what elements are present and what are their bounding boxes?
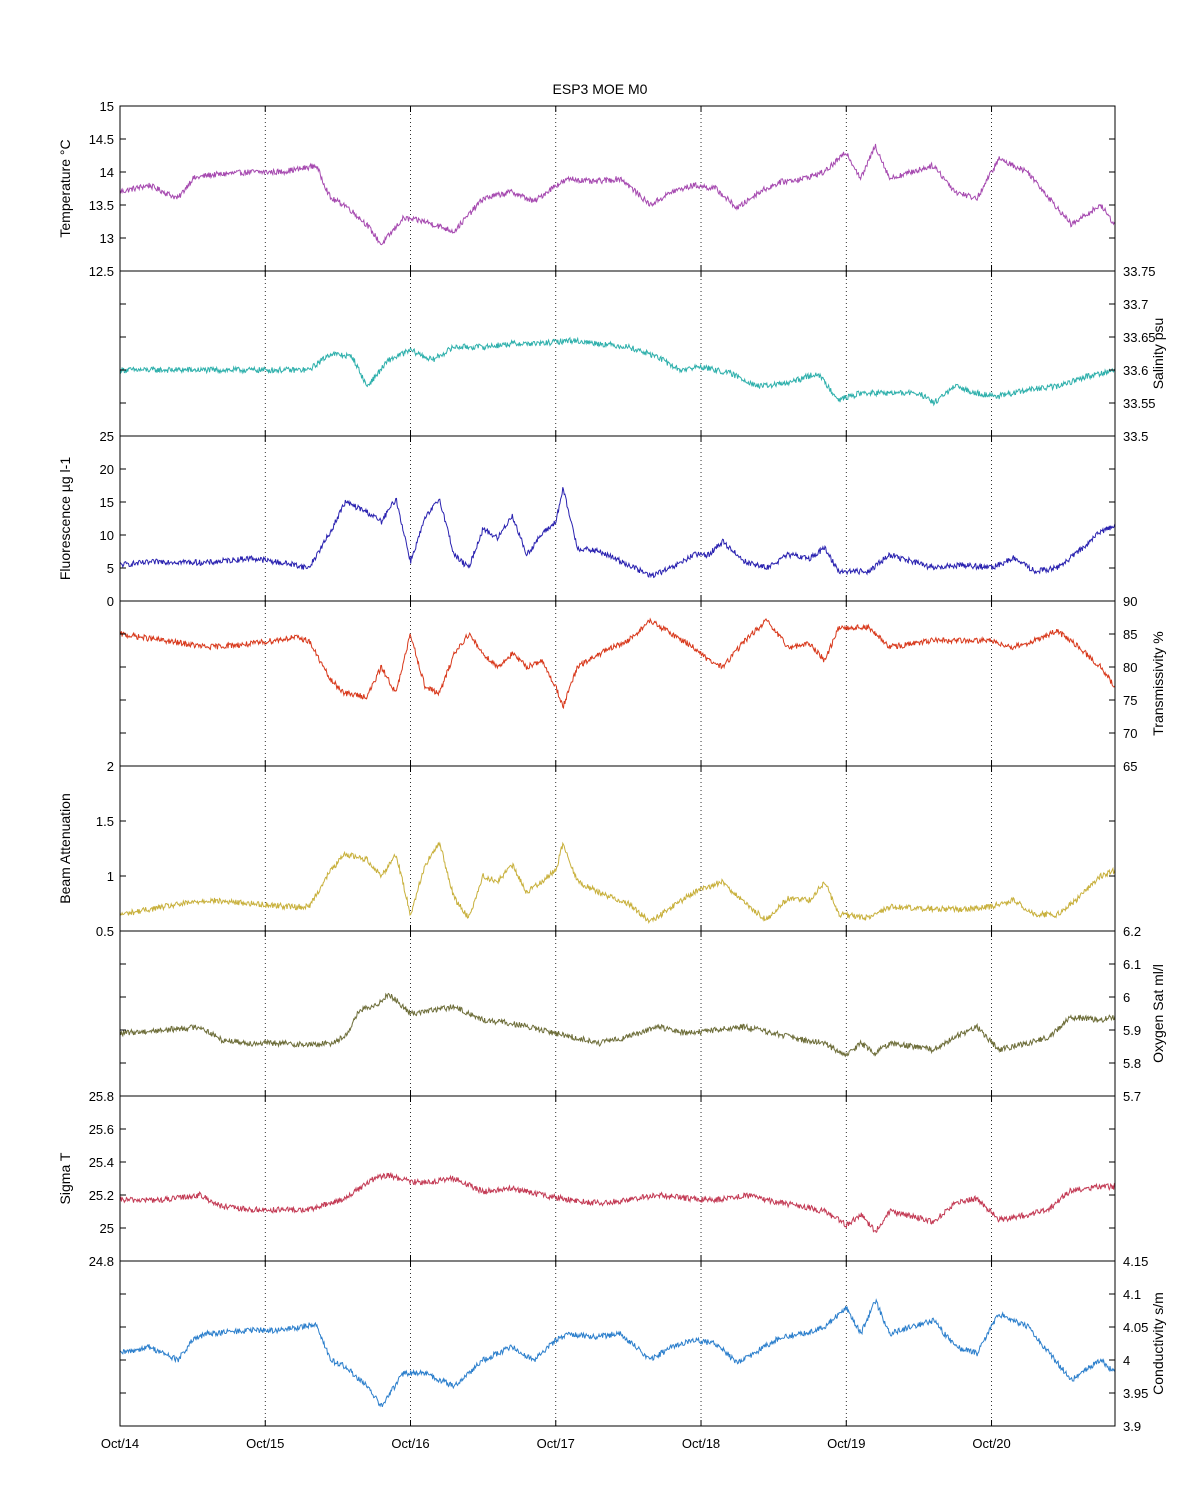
y-tick-label: 33.55 [1123,396,1156,411]
y-tick-label: 85 [1123,627,1137,642]
y-axis-label-salinity: Salinity psu [1150,318,1166,390]
y-tick-label: 14.5 [89,132,114,147]
panel-sigma-t: 24.8 25 25.2 25.4 25.6 25.8 Sigma T [57,1089,1116,1269]
y-tick-label: 24.8 [89,1254,114,1269]
series-line-sigma-t [119,1171,1116,1234]
y-axis-label-beam-attenuation: Beam Attenuation [57,793,73,904]
x-tick-label: Oct/19 [827,1436,865,1451]
panel-salinity: 33.5 33.55 33.6 33.65 33.7 33.75 Salinity psu [119,264,1166,444]
y-tick-label: 33.7 [1123,297,1148,312]
y-tick-label: 13 [100,231,114,246]
y-axis-label-temperature: Temperature °C [57,139,73,237]
y-tick-label: 4.1 [1123,1287,1141,1302]
y-tick-label: 25 [100,1221,114,1236]
y-tick-label: 25 [100,429,114,444]
y-axis-label-transmissivity: Transmissivity % [1150,631,1166,736]
y-tick-label: 4 [1123,1353,1130,1368]
series-line-transmissivity [119,617,1116,710]
panel-beam-attenuation: 0.5 1 1.5 2 Beam Attenuation [57,759,1116,939]
y-tick-label: 25.6 [89,1122,114,1137]
y-tick-label: 0.5 [96,924,114,939]
y-tick-label: 5 [107,561,114,576]
y-tick-label: 90 [1123,594,1137,609]
y-tick-label: 70 [1123,726,1137,741]
series-line-beam-attenuation [119,841,1116,925]
y-tick-label: 4.15 [1123,1254,1148,1269]
y-tick-label: 5.7 [1123,1089,1141,1104]
y-tick-label: 2 [107,759,114,774]
x-tick-labels: Oct/14 Oct/15 Oct/16 Oct/17 Oct/18 Oct/19 Oct/… [101,1436,1011,1451]
panel-transmissivity: 65 70 75 80 85 90 Transmissivity % [119,594,1166,774]
x-tick-label: Oct/16 [391,1436,429,1451]
y-tick-label: 3.95 [1123,1386,1148,1401]
y-tick-label: 25.2 [89,1188,114,1203]
y-tick-label: 5.9 [1123,1023,1141,1038]
panel-frame [119,270,1116,437]
y-axis-label-conductivity: Conductivity s/m [1150,1292,1166,1395]
y-tick-label: 10 [100,528,114,543]
y-tick-label: 14 [100,165,114,180]
panel-frame [119,105,1116,272]
y-tick-label: 33.6 [1123,363,1148,378]
panel-oxygen: 5.7 5.8 5.9 6 6.1 6.2 Oxygen Sat ml/l [119,924,1166,1104]
x-tick-label: Oct/15 [246,1436,284,1451]
panel-frame [119,435,1116,602]
y-tick-label: 6.1 [1123,957,1141,972]
y-tick-label: 6.2 [1123,924,1141,939]
x-tick-label: Oct/17 [537,1436,575,1451]
y-tick-label: 4.05 [1123,1320,1148,1335]
y-tick-label: 5.8 [1123,1056,1141,1071]
x-tick-label: Oct/20 [972,1436,1010,1451]
x-tick-label: Oct/18 [682,1436,720,1451]
series-line-oxygen [119,992,1116,1058]
panel-fluorescence: 0 5 10 15 20 25 Fluorescence µg l-1 [57,429,1116,609]
x-tick-label: Oct/14 [101,1436,139,1451]
y-tick-label: 20 [100,462,114,477]
y-axis-label-oxygen: Oxygen Sat ml/l [1150,964,1166,1063]
y-tick-label: 1.5 [96,814,114,829]
y-axis-label-fluorescence: Fluorescence µg l-1 [57,457,73,580]
y-tick-label: 33.65 [1123,330,1156,345]
y-tick-label: 33.75 [1123,264,1156,279]
series-line-conductivity [119,1298,1116,1408]
y-tick-label: 25.4 [89,1155,114,1170]
panel-temperature: 12.5 13 13.5 14 14.5 15 Temperature °C [57,99,1116,279]
panel-frame [119,600,1116,767]
panel-frame [119,1095,1116,1262]
y-tick-label: 25.8 [89,1089,114,1104]
y-tick-label: 13.5 [89,198,114,213]
series-line-salinity [119,336,1116,407]
y-tick-label: 15 [100,495,114,510]
y-tick-label: 6 [1123,990,1130,1005]
y-tick-label: 0 [107,594,114,609]
y-tick-label: 65 [1123,759,1137,774]
y-tick-label: 3.9 [1123,1419,1141,1434]
y-tick-label: 75 [1123,693,1137,708]
y-tick-label: 12.5 [89,264,114,279]
y-tick-label: 33.5 [1123,429,1148,444]
chart-title: ESP3 MOE M0 [553,81,648,97]
y-tick-label: 1 [107,869,114,884]
panel-conductivity: 3.9 3.95 4 4.05 4.1 4.15 Conductivity s/m [119,1254,1166,1434]
y-tick-label: 15 [100,99,114,114]
y-axis-label-sigma-t: Sigma T [57,1152,73,1204]
panel-frame [119,930,1116,1097]
series-line-fluorescence [119,487,1116,579]
series-line-temperature [119,143,1116,246]
y-tick-label: 80 [1123,660,1137,675]
panel-frame [119,1260,1116,1427]
